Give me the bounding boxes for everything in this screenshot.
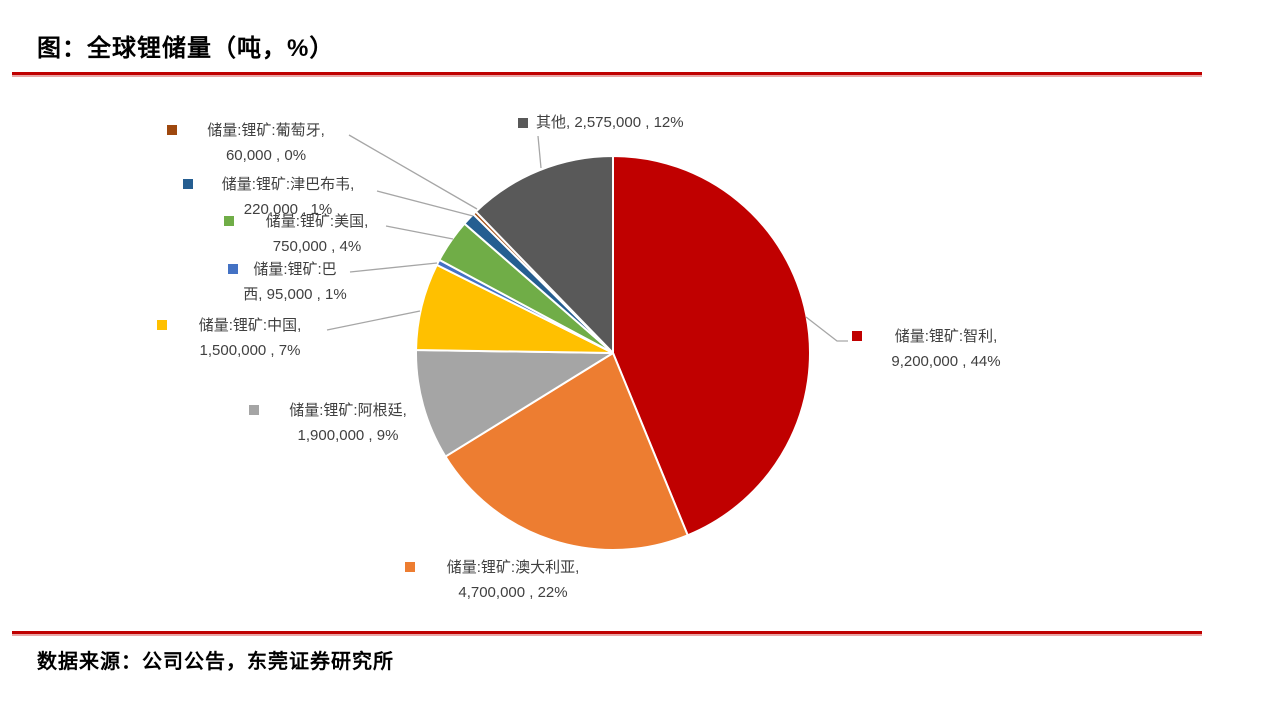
- data-label-text: 储量:锂矿:中国,: [198, 317, 302, 334]
- leader-line-portugal: [348, 134, 478, 210]
- data-label-text: 储量:锂矿:澳大利亚,: [446, 559, 580, 576]
- leader-line-zimbabwe: [376, 190, 474, 217]
- data-label-text: 储量:锂矿:智利,: [894, 328, 998, 345]
- pie-slice-other: [474, 155, 614, 354]
- pie-slices: [415, 155, 811, 551]
- legend-marker-brazil-icon: [228, 264, 238, 274]
- data-label-text: 储量:锂矿:葡萄牙,: [207, 122, 325, 139]
- data-label-text: 4,700,000 , 22%: [458, 584, 568, 601]
- data-label-text: 9,200,000 , 44%: [891, 353, 1001, 370]
- leader-line-usa: [385, 225, 454, 240]
- leader-line-china: [326, 310, 421, 331]
- leader-line-brazil: [349, 262, 438, 273]
- data-label-text: 1,500,000 , 7%: [199, 342, 301, 359]
- chart-title: 图：全球锂储量（吨，%）: [37, 35, 335, 62]
- pie-slice-chile: [612, 155, 811, 537]
- pie-slice-argentina: [415, 349, 614, 458]
- legend-marker-argentina-icon: [249, 405, 259, 415]
- data-label-text: 储量:锂矿:阿根廷,: [289, 402, 407, 419]
- data-label-brazil: 储量:锂矿:巴 西, 95,000 , 1%: [228, 257, 350, 307]
- pie-slice-australia: [444, 352, 689, 551]
- data-label-portugal: 储量:锂矿:葡萄牙, 60,000 , 0%: [167, 118, 346, 168]
- data-label-text: 220,000 , 1%: [243, 201, 333, 218]
- data-label-chile: 储量:锂矿:智利, 9,200,000 , 44%: [852, 324, 1021, 374]
- legend-marker-chile-icon: [852, 331, 862, 341]
- data-label-text: 其他, 2,575,000 , 12%: [536, 114, 684, 131]
- data-label-text: 储量:锂矿:巴: [253, 261, 337, 278]
- data-label-text: 储量:锂矿:津巴布韦,: [221, 176, 355, 193]
- footer-rule: [12, 631, 1202, 634]
- legend-marker-portugal-icon: [167, 125, 177, 135]
- legend-marker-usa-icon: [224, 216, 234, 226]
- data-label-other: 其他, 2,575,000 , 12%: [518, 110, 684, 135]
- legend-marker-zimbabwe-icon: [183, 179, 193, 189]
- data-label-text: 750,000 , 4%: [272, 238, 362, 255]
- leader-lines: [326, 134, 848, 342]
- data-label-argentina: 储量:锂矿:阿根廷, 1,900,000 , 9%: [249, 398, 428, 448]
- data-label-text: 1,900,000 , 9%: [297, 427, 399, 444]
- legend-marker-australia-icon: [405, 562, 415, 572]
- data-label-usa: 储量:锂矿:美国, 750,000 , 4%: [224, 209, 391, 259]
- data-label-australia: 储量:锂矿:澳大利亚, 4,700,000 , 22%: [405, 555, 602, 605]
- data-source: 数据来源：公司公告，东莞证券研究所: [37, 651, 394, 673]
- legend-marker-china-icon: [157, 320, 167, 330]
- data-label-text: 60,000 , 0%: [225, 147, 307, 164]
- data-label-china: 储量:锂矿:中国, 1,500,000 , 7%: [157, 313, 324, 363]
- leader-line-other: [537, 135, 542, 169]
- legend-marker-other-icon: [518, 118, 528, 128]
- data-label-text: 西, 95,000 , 1%: [243, 286, 347, 303]
- title-underline: [12, 72, 1202, 75]
- data-label-text: 储量:锂矿:美国,: [265, 213, 369, 230]
- data-label-zimbabwe: 储量:锂矿:津巴布韦, 220,000 , 1%: [183, 172, 374, 222]
- leader-line-chile: [805, 316, 848, 342]
